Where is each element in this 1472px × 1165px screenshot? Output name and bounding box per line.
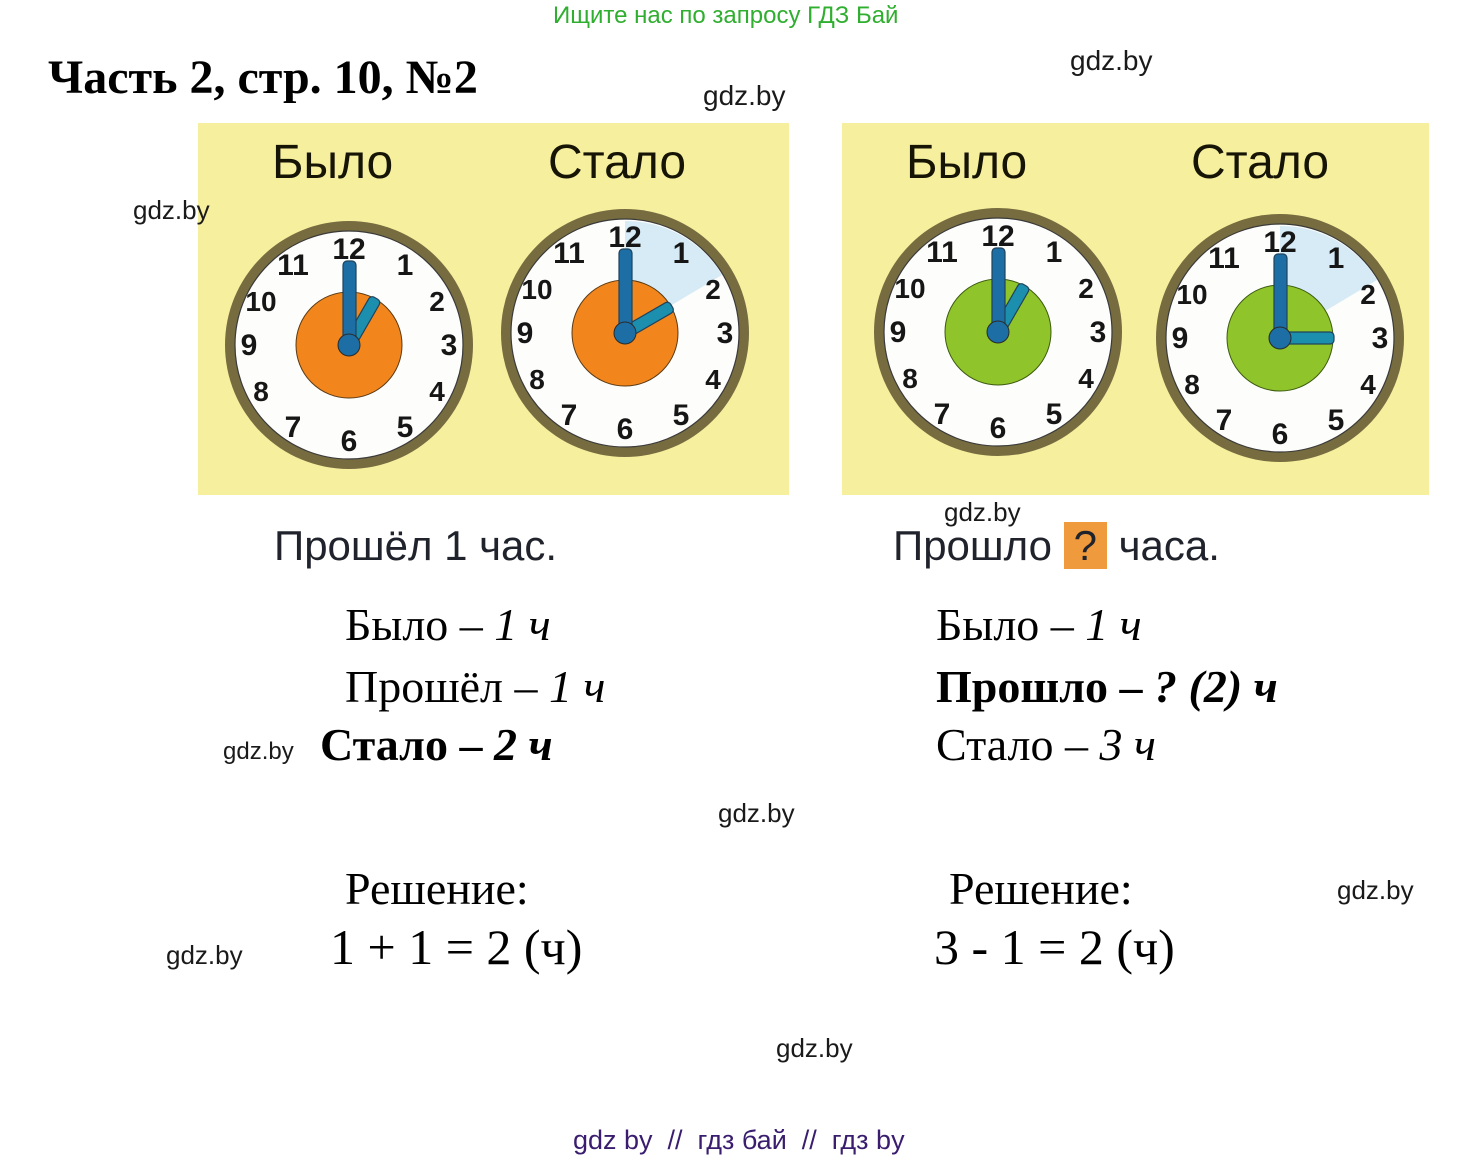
svg-text:9: 9 [1172, 322, 1189, 355]
svg-text:2: 2 [705, 274, 721, 305]
svg-text:10: 10 [245, 286, 276, 317]
svg-text:9: 9 [241, 329, 258, 362]
svg-text:2: 2 [1078, 273, 1094, 304]
svg-text:4: 4 [1360, 369, 1376, 400]
svg-text:4: 4 [429, 376, 445, 407]
svg-text:9: 9 [890, 316, 907, 349]
svg-text:3: 3 [441, 329, 458, 362]
svg-text:10: 10 [894, 273, 925, 304]
svg-text:6: 6 [617, 413, 634, 446]
svg-text:2: 2 [1360, 279, 1376, 310]
svg-text:5: 5 [1328, 404, 1345, 437]
svg-text:7: 7 [1216, 404, 1233, 437]
svg-text:6: 6 [990, 412, 1007, 445]
svg-text:6: 6 [1272, 418, 1289, 451]
svg-text:5: 5 [1046, 398, 1063, 431]
svg-text:5: 5 [673, 399, 690, 432]
svg-text:8: 8 [529, 364, 545, 395]
svg-text:3: 3 [1372, 322, 1389, 355]
svg-text:7: 7 [934, 398, 951, 431]
svg-text:4: 4 [1078, 363, 1094, 394]
svg-text:1: 1 [1328, 242, 1345, 275]
svg-text:2: 2 [429, 286, 445, 317]
svg-text:10: 10 [521, 274, 552, 305]
svg-text:4: 4 [705, 364, 721, 395]
svg-text:5: 5 [397, 411, 414, 444]
svg-text:3: 3 [1090, 316, 1107, 349]
svg-text:1: 1 [397, 249, 414, 282]
svg-text:10: 10 [1176, 279, 1207, 310]
svg-text:11: 11 [926, 236, 958, 269]
svg-text:3: 3 [717, 317, 734, 350]
svg-text:7: 7 [285, 411, 302, 444]
svg-text:8: 8 [1184, 369, 1200, 400]
svg-text:11: 11 [553, 237, 585, 270]
svg-text:1: 1 [673, 237, 690, 270]
svg-text:1: 1 [1046, 236, 1063, 269]
svg-text:9: 9 [517, 317, 534, 350]
svg-text:8: 8 [253, 376, 269, 407]
svg-text:11: 11 [1208, 242, 1240, 275]
svg-text:6: 6 [341, 425, 358, 458]
svg-text:11: 11 [277, 249, 309, 282]
svg-text:7: 7 [561, 399, 578, 432]
svg-text:8: 8 [902, 363, 918, 394]
